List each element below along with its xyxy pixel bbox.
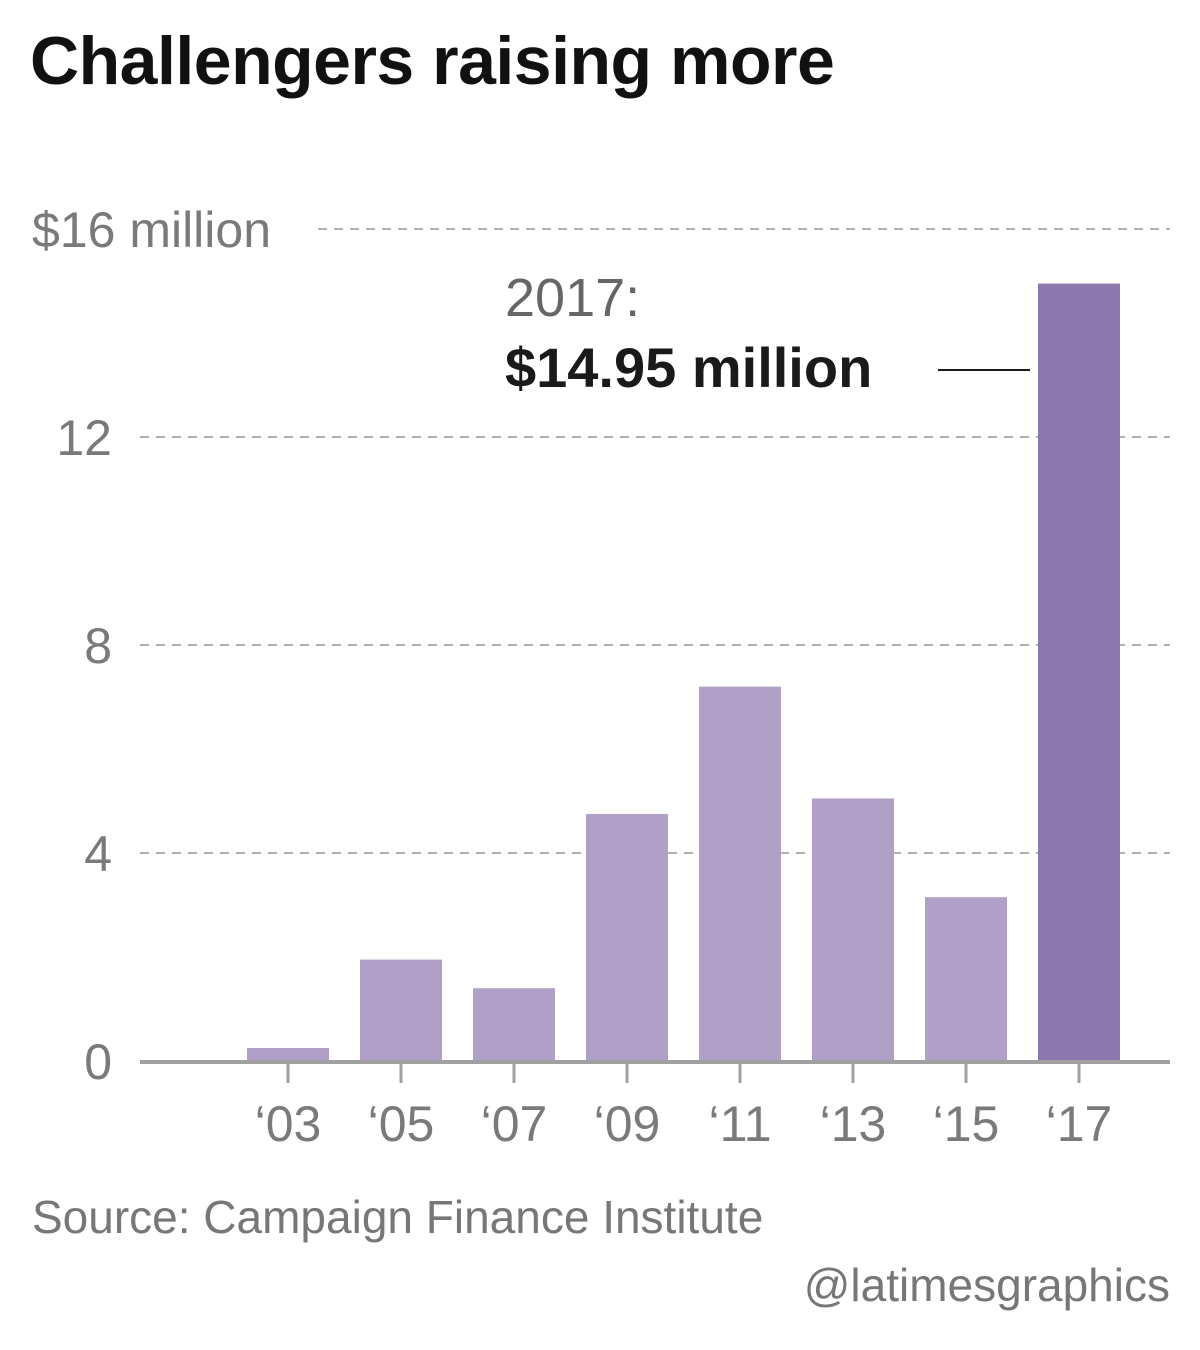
bar-05 (360, 959, 442, 1061)
x-tick-label: ‘05 (368, 1096, 435, 1152)
annotation: 2017: $14.95 million (505, 268, 1030, 399)
bar-03 (247, 1048, 329, 1061)
tick-labels: 0 4 8 12 $16 million ‘03 ‘05 ‘07 ‘09 ‘11 ‘13 ‘15 ‘17 (32, 202, 1112, 1152)
y-tick-label: 4 (84, 826, 112, 882)
bar-11 (699, 686, 781, 1061)
x-tick-label: ‘03 (255, 1096, 322, 1152)
y-tick-label: $16 million (32, 202, 271, 258)
y-tick-label: 8 (84, 618, 112, 674)
bar-15 (925, 897, 1007, 1061)
bar-17 (1038, 283, 1120, 1062)
y-tick-label: 0 (84, 1034, 112, 1090)
bar-07 (473, 988, 555, 1061)
source-note: Source: Campaign Finance Institute (32, 1191, 764, 1243)
bar-09 (586, 814, 668, 1061)
x-tick-label: ‘11 (708, 1096, 771, 1152)
y-tick-label: 12 (56, 410, 112, 466)
x-tick-label: ‘07 (481, 1096, 548, 1152)
x-tick-label: ‘15 (933, 1096, 1000, 1152)
gridlines (140, 228, 1170, 854)
chart-title: Challengers raising more (30, 23, 835, 99)
bar-13 (812, 798, 894, 1061)
annotation-value: $14.95 million (505, 336, 872, 399)
x-tick-label: ‘09 (594, 1096, 661, 1152)
credit-line: @latimesgraphics (803, 1259, 1170, 1311)
x-tick-label: ‘13 (820, 1096, 887, 1152)
annotation-year: 2017: (505, 268, 640, 328)
x-tick-label: ‘17 (1046, 1096, 1113, 1152)
x-axis (140, 1060, 1170, 1083)
bars (247, 283, 1120, 1062)
